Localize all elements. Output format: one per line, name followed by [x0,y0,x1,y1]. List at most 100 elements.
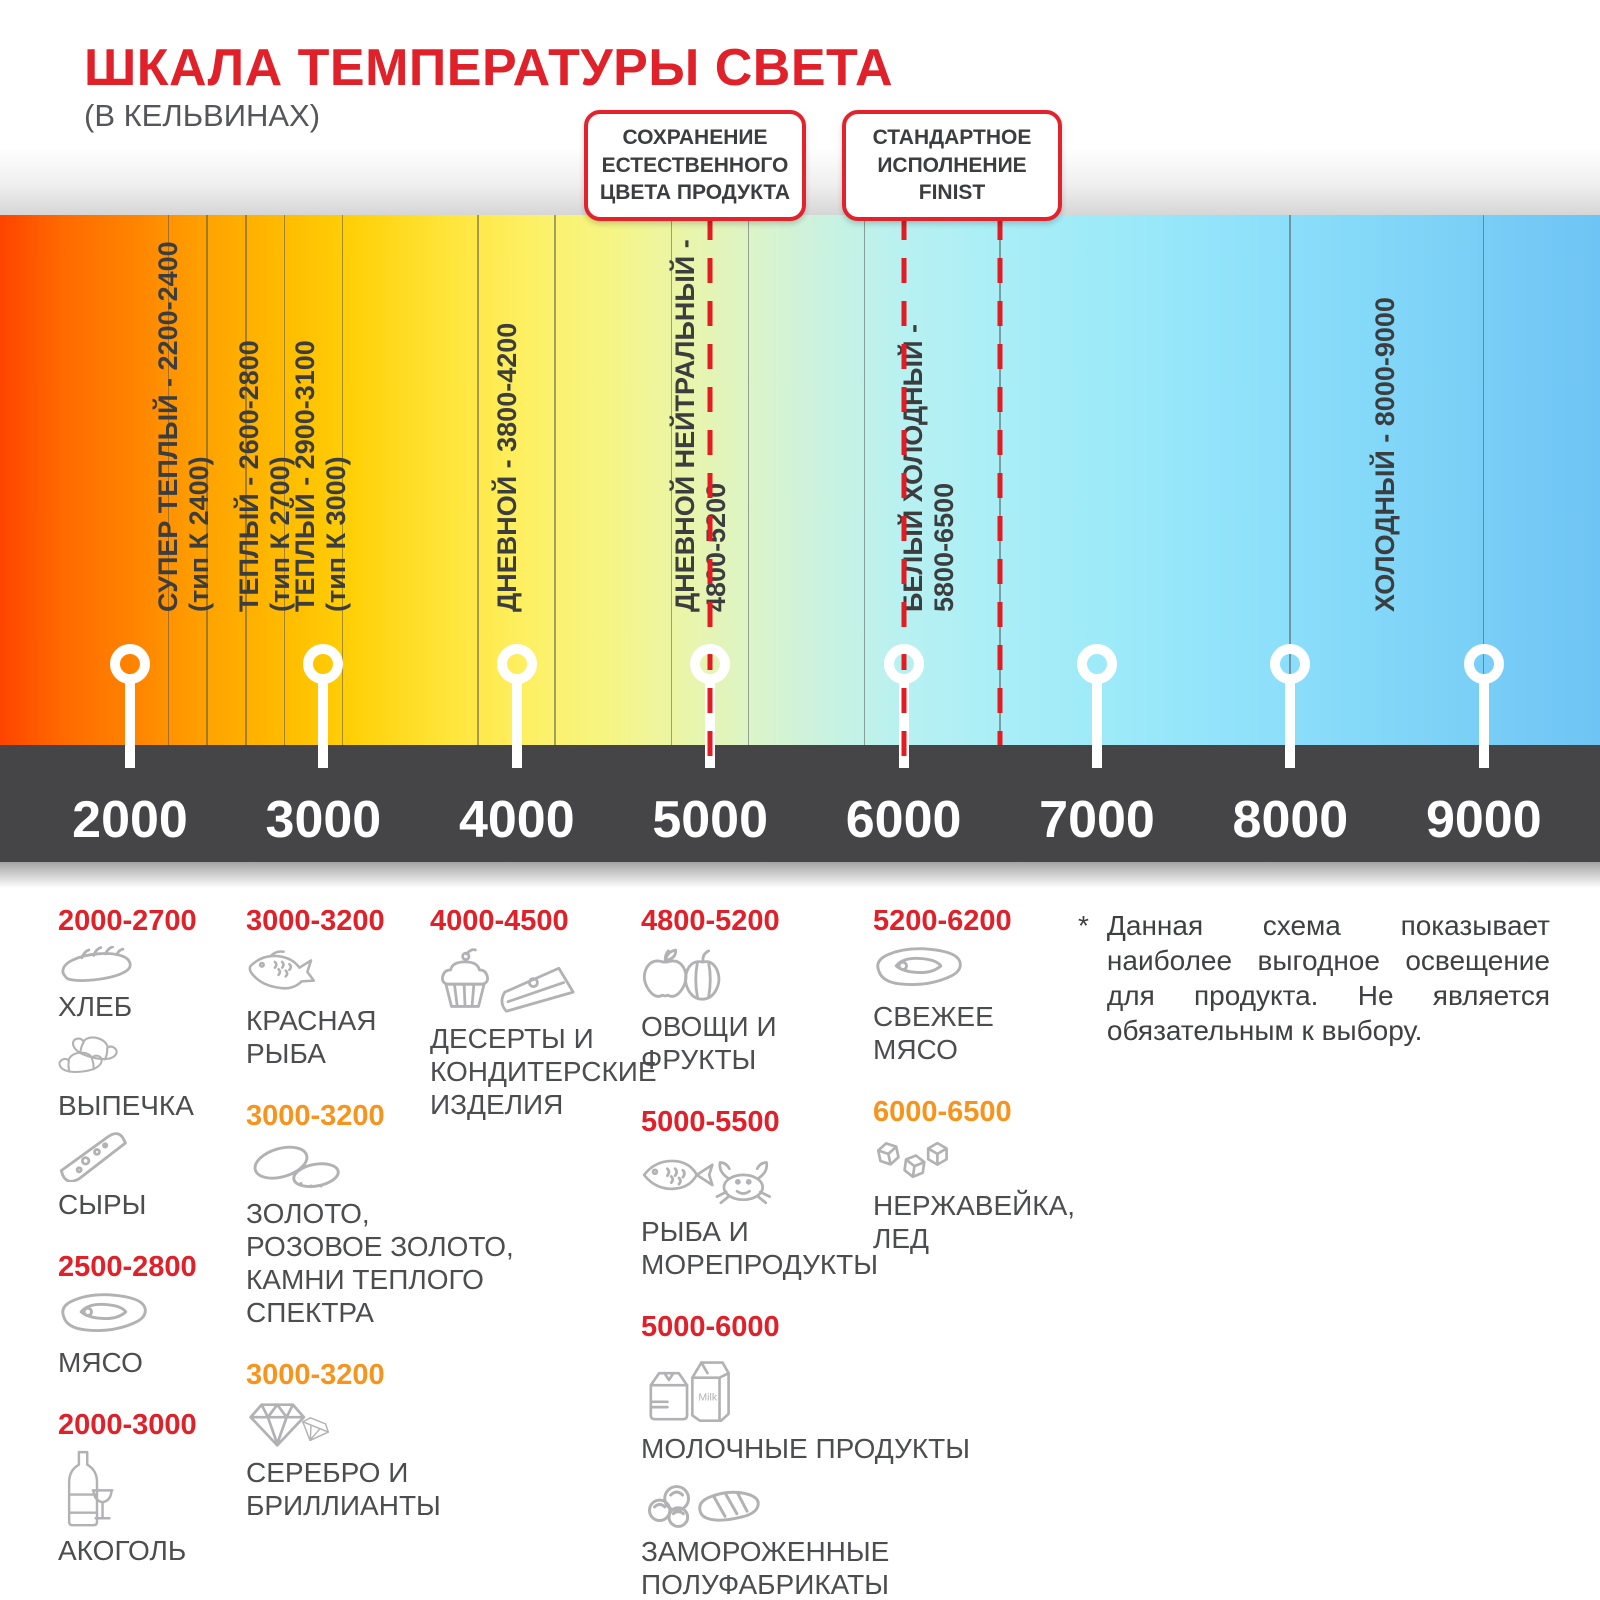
pin-stem [1092,680,1102,768]
axis-tick: 6000 [845,791,962,849]
range-header: 3000-3200 [246,905,385,937]
legend-group: 2000-3000 АКОГОЛЬ [58,1409,253,1567]
legend-item: ОВОЩИ И ФРУКТЫ [641,946,881,1076]
category-label: МЯСО [58,1347,143,1379]
zone-label-text: СУПЕР ТЕПЛЫЙ - 2200-2400 (тип К 2400) [153,241,215,612]
scale-boundary-line [554,215,556,745]
zone-label-text: ХОЛОДНЫЙ - 8000-9000 [1370,297,1401,612]
range-header: 2000-3000 [58,1409,197,1442]
scale-boundary-line [1482,215,1485,745]
pin-stem [125,680,135,768]
scale-boundary-line [167,215,170,745]
callout-line: FINIST [918,181,986,205]
legend-item: ЗОЛОТО, РОЗОВОЕ ЗОЛОТО, КАМНИ ТЕПЛОГО СП… [246,1141,514,1329]
category-label: АКОГОЛЬ [58,1535,187,1567]
zone-label-line: ДНЕВНОЙ - 3800-4200 [491,322,522,612]
croissant-icon [58,1031,253,1083]
legend-column-2: 3000-3200 КРАСНАЯ РЫБА 3000-3200 ЗОЛОТО, РО… [246,905,514,1522]
zone-label-line: (тип К 3000) [321,456,352,612]
legend-group: 5200-6200 СВЕЖЕЕ МЯСО [873,905,1078,1066]
dashed-marker-line [901,215,907,768]
zone-label-line: 4800-5200 [700,482,731,612]
axis-tick: 8000 [1232,791,1349,849]
legend-group: 5000-6000 Milk МОЛОЧНЫЕ ПРОДУКТЫ ЗАМОРОЖЕНН… [641,1311,970,1600]
legend-group: 3000-3200 ЗОЛОТО, РОЗОВОЕ ЗОЛОТО, КАМНИ Т… [246,1100,514,1329]
scale-boundary-line [283,215,286,745]
category-label: РЫБА И МОРЕПРОДУКТЫ [641,1216,879,1281]
zone-label-text: ДНЕВНОЙ НЕЙТРАЛЬНЫЙ -4800-5200 [670,239,732,612]
callout-line: ЦВЕТА ПРОДУКТА [599,181,791,205]
scale-boundary-line [1289,215,1291,745]
pin-ring [110,644,150,684]
legend-group: 5000-5500 РЫБА И МОРЕПРОДУКТЫ [641,1106,881,1281]
range-header: 3000-3200 [246,1359,385,1392]
legend-item: Milk МОЛОЧНЫЕ ПРОДУКТЫ [641,1352,970,1465]
legend-item: ВЫПЕЧКА [58,1031,253,1122]
zone-label-text: БЕЛЫЙ ХОЛОДНЫЙ -5800-6500 [898,324,960,612]
range-header: 3000-3200 [246,1100,385,1133]
pin-stem [318,680,329,768]
callout-line: СТАНДАРТНОЕ [872,126,1032,149]
fish-icon [246,946,496,998]
legend-column-4: 4800-5200 ОВОЩИ И ФРУКТЫ 5000-5500 РЫБА И М… [641,905,970,1600]
page-title: ШКАЛА ТЕМПЕРАТУРЫ СВЕТА [84,39,894,97]
bread-icon [58,946,253,984]
rings-icon [246,1141,496,1191]
seafood-icon [641,1147,881,1209]
footnote-text: Данная схема показывает наиболее выгодно… [1106,910,1550,1046]
range-header: 2000-2700 [58,905,197,937]
scale-boundary-line [341,215,344,745]
vegetables-icon [641,946,881,1004]
legend-item: РЫБА И МОРЕПРОДУКТЫ [641,1147,881,1281]
scale-boundary-line [670,215,673,745]
zone-label-line: ТЕПЛЫЙ - 2600-2800 [234,340,265,612]
milk-icon: Milk [641,1352,881,1426]
callout-natural-color: СОХРАНЕНИЕ ЕСТЕСТВЕННОГО ЦВЕТА ПРОДУКТА [584,110,806,222]
page-subtitle: (В КЕЛЬВИНАХ) [84,98,321,133]
category-label: МОЛОЧНЫЕ ПРОДУКТЫ [641,1433,971,1465]
range-header: 4800-5200 [641,905,780,937]
footnote-asterisk: * [1078,910,1089,941]
axis-tick: 4000 [458,791,575,849]
zone-label-line: ДНЕВНОЙ НЕЙТРАЛЬНЫЙ - [669,239,700,612]
milk-carton-text: Milk [698,1391,717,1403]
axis-tick: 5000 [652,791,769,849]
pin-ring [1463,644,1504,684]
footnote: * Данная схема показывает наиболее выгод… [1078,908,1550,1048]
scale-boundary-line [477,215,479,745]
zone-label-text: ТЕПЛЫЙ - 2900-3100 (тип К 3000) [290,340,352,612]
gradient-band [0,215,1600,745]
ice-icon [873,1137,1078,1183]
diamond-icon [246,1400,496,1450]
pin-ring [690,644,731,684]
legend-item: СЕРЕБРО И БРИЛЛИАНТЫ [246,1400,496,1522]
category-label: СЫРЫ [58,1189,147,1221]
callout-line: ИСПОЛНЕНИЕ [877,153,1027,177]
alcohol-icon [58,1450,253,1528]
category-label: ЗОЛОТО, РОЗОВОЕ ЗОЛОТО, КАМНИ ТЕПЛОГО СП… [246,1198,514,1329]
dessert-icon [430,946,645,1016]
legend-item: АКОГОЛЬ [58,1450,253,1567]
dashed-marker-line [997,215,1003,745]
zone-label-line: ХОЛОДНЫЙ - 8000-9000 [1369,297,1400,612]
pin-ring [1077,644,1117,684]
scale-boundary-line [863,215,866,745]
range-header: 4000-4500 [430,905,569,937]
legend-group: 3000-3200 КРАСНАЯ РЫБА [246,905,496,1070]
fresh-meat-icon [873,946,1078,994]
legend-column-1: 2000-2700 ХЛЕБ ВЫПЕЧКА СЫРЫ 2500-2800 МЯСО 200… [58,905,253,1567]
zone-label-text: ТЕПЛЫЙ - 2600-2800 (тип К 2700) [234,340,296,612]
legend-item: НЕРЖАВЕЙКА, ЛЕД [873,1137,1078,1255]
legend-item: СЫРЫ [58,1130,253,1221]
callout-finist-standard: СТАНДАРТНОЕ ИСПОЛНЕНИЕ FINIST [842,110,1062,222]
legend-item: СВЕЖЕЕ МЯСО [873,946,1078,1066]
pin-stem [511,680,522,768]
axis-tick: 2000 [72,791,188,849]
pin-ring [303,644,344,684]
legend-group: 4000-4500 ДЕСЕРТЫ И КОНДИТЕРСКИЕ ИЗДЕЛИЯ [430,905,657,1121]
legend-group: 2500-2800 МЯСО [58,1251,253,1379]
zone-label-line: (тип К 2400) [184,456,215,612]
legend-item: КРАСНАЯ РЫБА [246,946,496,1070]
axis-bottom-shadow [0,862,1600,888]
